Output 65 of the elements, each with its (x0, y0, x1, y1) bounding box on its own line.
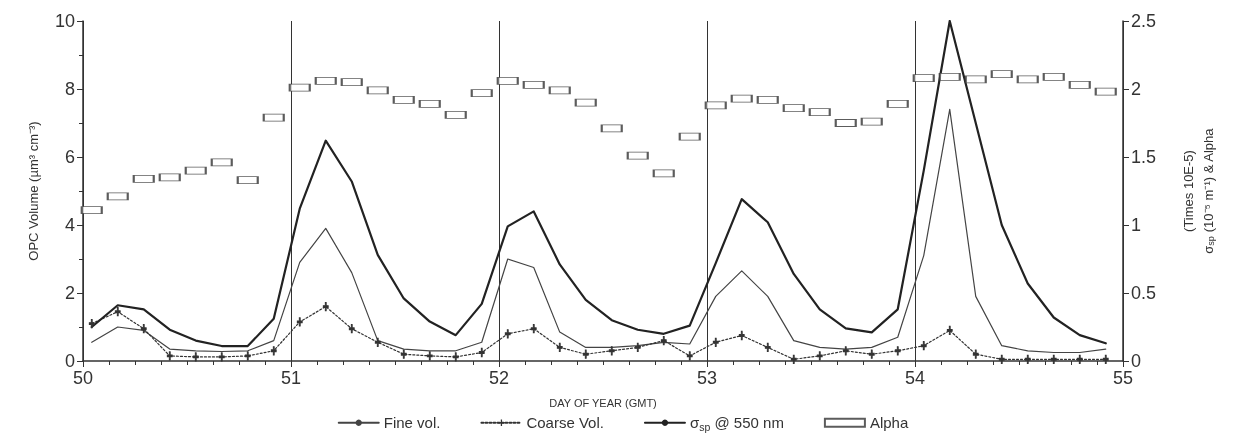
point (582, 349, 589, 359)
point (348, 324, 355, 334)
point (1076, 354, 1083, 364)
y-tick-label: 2 (64, 283, 75, 303)
point (88, 319, 95, 329)
x-axis-title: DAY OF YEAR (GMT) (549, 396, 657, 409)
point (842, 346, 849, 356)
y-tick-label: 10 (54, 11, 75, 31)
y2-tick-label: 2.5 (1131, 11, 1157, 31)
y2-tick-label: 0 (1131, 351, 1142, 371)
point (400, 349, 407, 359)
x-tick-label: 50 (72, 368, 94, 388)
point (920, 341, 927, 351)
y2-tick-label: 2 (1131, 79, 1142, 99)
point (504, 329, 511, 339)
point (868, 349, 875, 359)
x-tick-label: 54 (904, 368, 926, 388)
point (140, 324, 147, 334)
x-tick-label: 51 (280, 368, 302, 388)
point (244, 351, 251, 361)
point (296, 317, 303, 327)
point (712, 337, 719, 347)
point (192, 352, 199, 362)
point (530, 324, 537, 334)
point (166, 351, 173, 361)
point (608, 346, 615, 356)
point (764, 342, 771, 352)
line-series (90, 19, 1107, 348)
point (998, 354, 1005, 364)
point (270, 346, 277, 356)
point (426, 351, 433, 361)
point (452, 352, 459, 362)
point (1102, 354, 1109, 364)
point (374, 337, 381, 347)
legend-label: Alpha (869, 414, 909, 432)
point (478, 348, 485, 357)
point (686, 351, 693, 361)
x-tick-label: 52 (488, 368, 510, 388)
x-tick-label: 53 (696, 368, 718, 388)
point (894, 346, 901, 356)
x-tick-label: 55 (1112, 368, 1134, 388)
point (1024, 354, 1031, 364)
y-tick-label: 4 (64, 215, 75, 235)
point (218, 352, 225, 362)
y2-axis-title: (Times 10E-5) σsp (10⁻⁵ m⁻¹) & Alpha (1180, 127, 1217, 254)
y2-tick-label: 1 (1131, 215, 1142, 235)
legend-label: Coarse Vol. (526, 414, 604, 432)
legend-label: Fine vol. (383, 414, 441, 432)
point (738, 331, 745, 340)
point (634, 342, 641, 352)
point (1050, 354, 1057, 364)
point (322, 302, 329, 312)
point (114, 307, 121, 317)
point (556, 342, 563, 352)
y2-tick-label: 1.5 (1131, 147, 1157, 167)
point (946, 325, 953, 335)
point (790, 354, 797, 364)
point (816, 351, 823, 361)
point (972, 349, 979, 359)
y2-tick-label: 0.5 (1131, 283, 1157, 303)
y-axis-title: OPC Volume (µm³ cm⁻³) (25, 121, 41, 261)
y-tick-label: 6 (64, 147, 75, 167)
y-tick-label: 0 (64, 351, 75, 371)
point (660, 336, 667, 346)
y-tick-label: 8 (64, 79, 75, 99)
